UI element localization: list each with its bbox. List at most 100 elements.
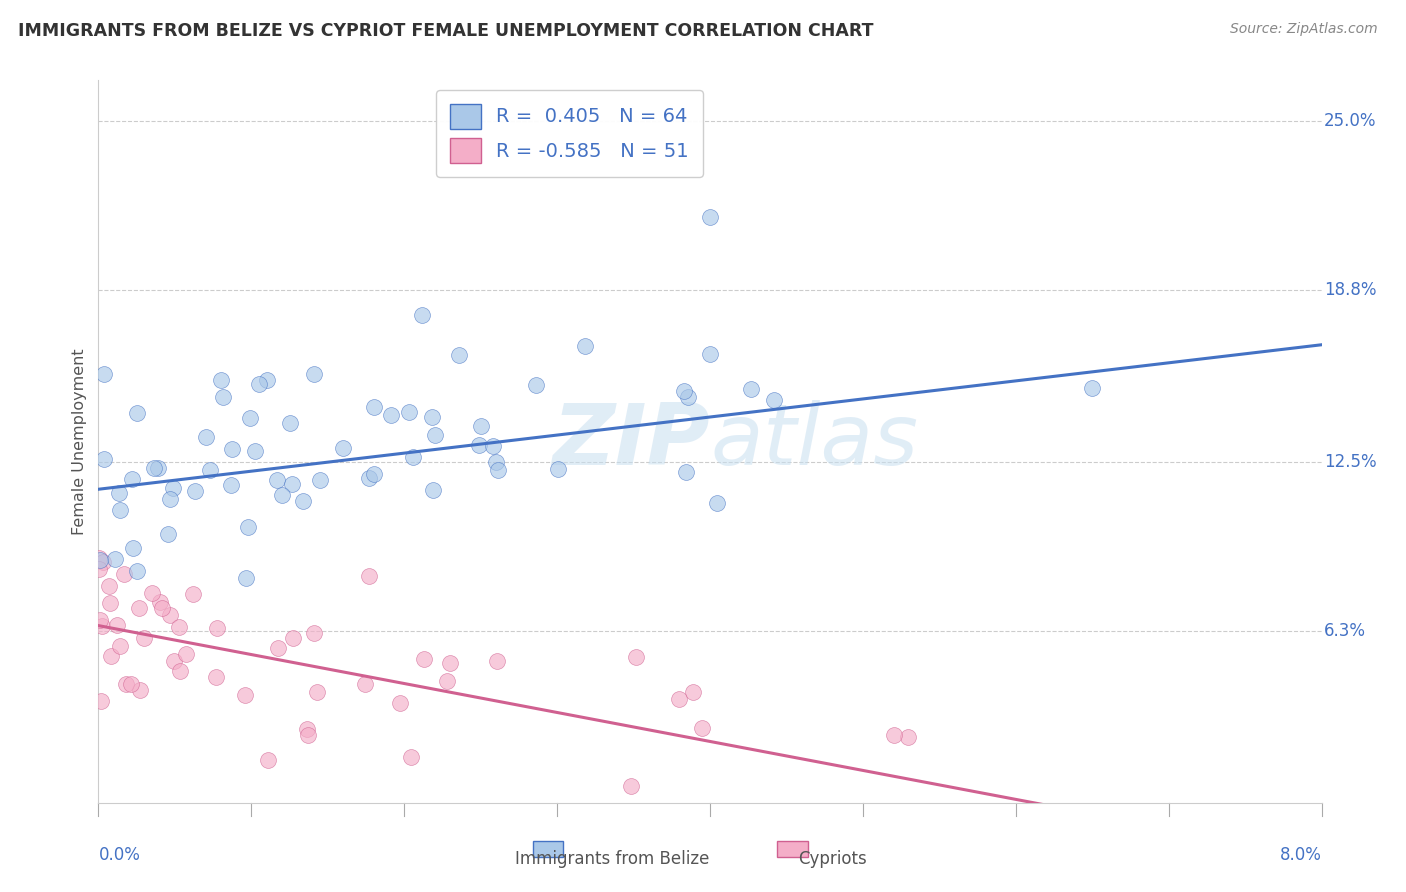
Text: 6.3%: 6.3% bbox=[1324, 622, 1367, 640]
Text: 12.5%: 12.5% bbox=[1324, 453, 1376, 471]
Point bbox=[380, 408, 402, 422]
Text: Cypriots: Cypriots bbox=[799, 850, 866, 868]
Point bbox=[302, 367, 325, 381]
Point bbox=[221, 442, 243, 456]
Point bbox=[359, 569, 381, 583]
Point bbox=[112, 567, 135, 582]
Point bbox=[142, 460, 165, 475]
Point bbox=[423, 427, 446, 442]
Point bbox=[90, 619, 112, 633]
Point bbox=[467, 438, 489, 452]
Point bbox=[122, 541, 145, 556]
Point bbox=[247, 377, 270, 392]
Point bbox=[198, 462, 221, 476]
Point bbox=[883, 728, 905, 742]
Point bbox=[108, 485, 131, 500]
Point bbox=[270, 488, 294, 502]
Point bbox=[897, 731, 920, 745]
Point bbox=[690, 721, 713, 735]
Point bbox=[146, 461, 169, 475]
Point bbox=[302, 626, 325, 640]
Point bbox=[236, 520, 259, 534]
Point bbox=[363, 467, 385, 481]
Point bbox=[411, 309, 433, 323]
Point bbox=[219, 478, 242, 492]
Point bbox=[93, 451, 115, 466]
Text: IMMIGRANTS FROM BELIZE VS CYPRIOT FEMALE UNEMPLOYMENT CORRELATION CHART: IMMIGRANTS FROM BELIZE VS CYPRIOT FEMALE… bbox=[18, 22, 873, 40]
Point bbox=[181, 587, 204, 601]
Point bbox=[470, 419, 492, 434]
Point bbox=[266, 473, 288, 487]
Point bbox=[100, 648, 122, 663]
Point bbox=[620, 779, 643, 793]
Point bbox=[120, 677, 142, 691]
Point bbox=[398, 405, 420, 419]
Point bbox=[668, 692, 690, 706]
Point bbox=[547, 462, 569, 476]
Point bbox=[524, 378, 547, 392]
Point bbox=[169, 664, 191, 678]
Point bbox=[162, 481, 184, 495]
Point bbox=[399, 750, 422, 764]
Point bbox=[98, 596, 121, 610]
Text: Immigrants from Belize: Immigrants from Belize bbox=[515, 850, 710, 868]
Point bbox=[105, 617, 128, 632]
Point bbox=[132, 631, 155, 645]
Point bbox=[174, 648, 197, 662]
Point bbox=[682, 685, 704, 699]
Point bbox=[141, 586, 163, 600]
Point bbox=[291, 493, 314, 508]
Point bbox=[159, 491, 181, 506]
Point bbox=[676, 390, 699, 404]
Point bbox=[1081, 381, 1104, 395]
Point bbox=[257, 753, 280, 767]
Point bbox=[297, 728, 319, 742]
Point bbox=[128, 601, 150, 615]
Point bbox=[706, 496, 728, 510]
Point bbox=[436, 674, 458, 689]
Point bbox=[353, 677, 375, 691]
FancyBboxPatch shape bbox=[778, 841, 808, 857]
Point bbox=[699, 346, 721, 360]
Point bbox=[449, 348, 471, 362]
Point bbox=[195, 430, 218, 444]
Point bbox=[267, 641, 290, 656]
Point bbox=[281, 632, 304, 646]
Point bbox=[763, 392, 786, 407]
Point bbox=[97, 579, 120, 593]
Text: Source: ZipAtlas.com: Source: ZipAtlas.com bbox=[1230, 22, 1378, 37]
Point bbox=[233, 688, 256, 702]
Point bbox=[278, 416, 301, 430]
Text: 8.0%: 8.0% bbox=[1279, 847, 1322, 864]
Point bbox=[481, 439, 503, 453]
Point bbox=[93, 367, 115, 381]
Point bbox=[115, 676, 138, 690]
Point bbox=[207, 621, 229, 635]
Point bbox=[239, 410, 262, 425]
Point bbox=[740, 382, 762, 396]
Point bbox=[110, 502, 132, 516]
Point bbox=[297, 722, 319, 736]
Point bbox=[389, 696, 412, 710]
Text: ZIP: ZIP bbox=[553, 400, 710, 483]
Point bbox=[89, 613, 111, 627]
Point bbox=[439, 656, 461, 670]
Point bbox=[129, 683, 152, 698]
Point bbox=[281, 477, 304, 491]
Point bbox=[305, 685, 328, 699]
Y-axis label: Female Unemployment: Female Unemployment bbox=[72, 348, 87, 535]
Point bbox=[104, 552, 127, 566]
Point bbox=[675, 465, 697, 479]
Point bbox=[256, 372, 278, 386]
Point bbox=[91, 555, 114, 569]
Point bbox=[87, 551, 110, 566]
Point bbox=[485, 455, 508, 469]
Point bbox=[212, 390, 235, 404]
Text: 25.0%: 25.0% bbox=[1324, 112, 1376, 130]
Point bbox=[167, 620, 190, 634]
Point bbox=[363, 401, 385, 415]
Point bbox=[235, 571, 257, 585]
Point bbox=[420, 409, 443, 424]
Point bbox=[150, 601, 173, 615]
Point bbox=[574, 339, 596, 353]
